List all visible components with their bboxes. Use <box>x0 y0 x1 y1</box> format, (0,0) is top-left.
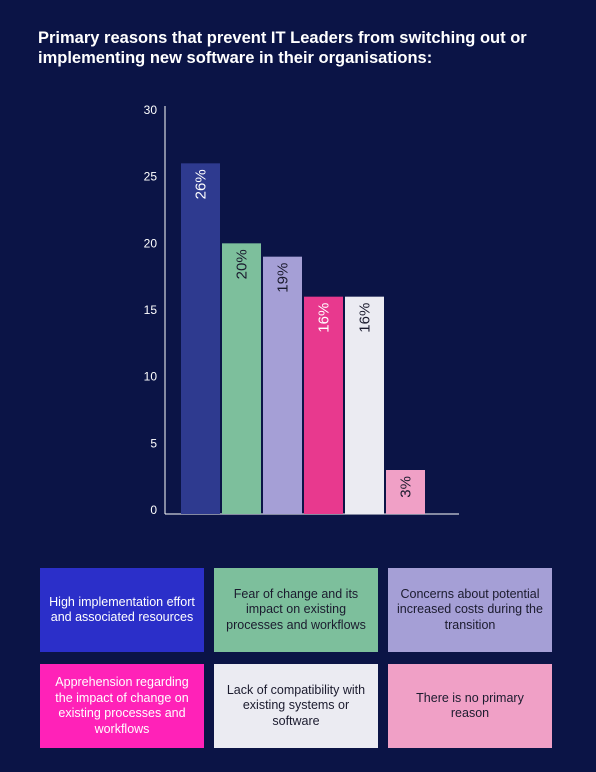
y-tick-label: 5 <box>150 436 157 450</box>
bar-data-label: 26% <box>193 169 210 199</box>
legend-item: Apprehension regarding the impact of cha… <box>40 664 204 748</box>
bar-data-label: 16% <box>316 303 333 333</box>
bar <box>263 256 302 514</box>
y-tick-label: 15 <box>144 303 158 317</box>
legend-item: Lack of compatibility with existing syst… <box>214 664 378 748</box>
bar <box>181 163 220 515</box>
legend-item: Concerns about potential increased costs… <box>388 568 552 652</box>
bar-chart: 0 5 10 15 20 25 30 26% 20% 19% 16% 16% 3% <box>144 103 459 517</box>
chart-title: Primary reasons that prevent IT Leaders … <box>38 29 527 67</box>
y-tick-label: 10 <box>144 370 158 384</box>
y-tick-label: 25 <box>144 170 158 184</box>
y-tick-label: 0 <box>150 503 157 517</box>
legend-item: High implementation effort and associate… <box>40 568 204 652</box>
bar <box>386 470 425 514</box>
bar-data-label: 16% <box>357 303 374 333</box>
bar <box>222 243 261 515</box>
bar <box>345 296 384 514</box>
y-tick-label: 30 <box>144 103 158 117</box>
bar-data-label: 20% <box>234 249 251 279</box>
bar-data-label: 3% <box>398 476 415 498</box>
bar-data-label: 19% <box>275 263 292 293</box>
legend-item: Fear of change and its impact on existin… <box>214 568 378 652</box>
y-tick-label: 20 <box>144 236 158 250</box>
legend-item: There is no primary reason <box>388 664 552 748</box>
bar <box>304 296 343 514</box>
